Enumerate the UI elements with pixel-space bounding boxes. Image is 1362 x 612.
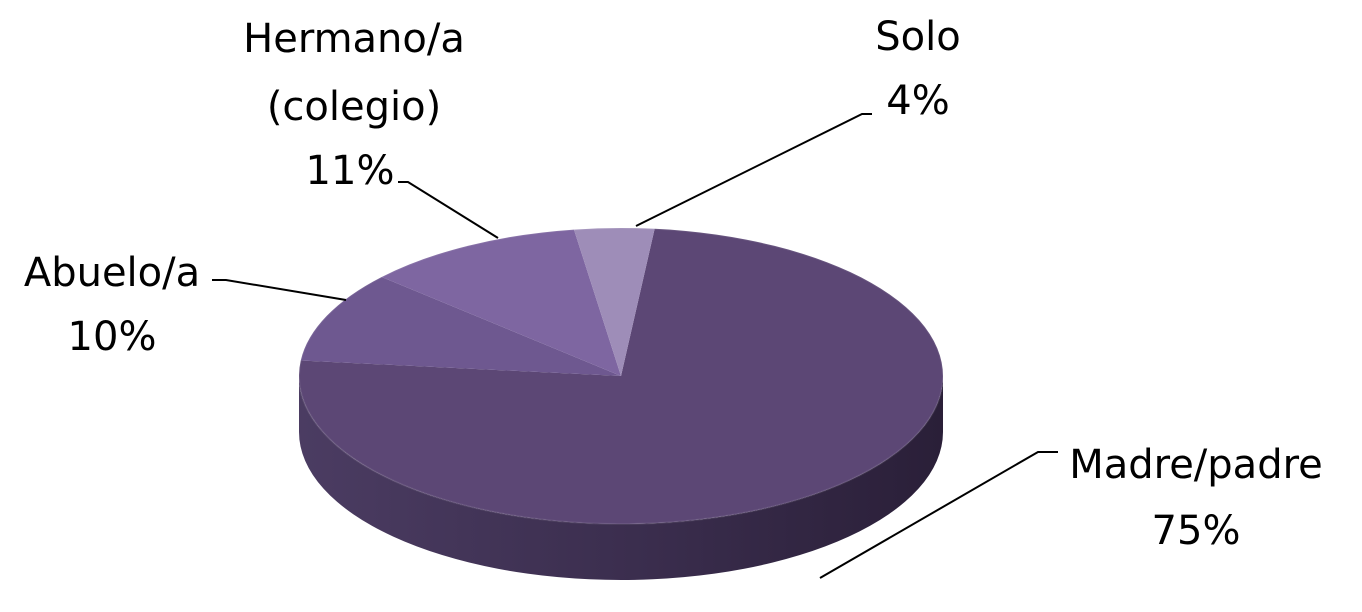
pie-side-depth	[299, 376, 943, 580]
label-hermano-name-line2: (colegio)	[267, 84, 441, 130]
pie-side-wall	[299, 376, 943, 580]
leader-line-abuelo	[212, 279, 347, 301]
pie-slice-abuelo-a	[300, 276, 621, 376]
pie-slice-hermano-a-colegio	[381, 229, 621, 376]
label-hermano-pct: 11%	[306, 148, 395, 194]
pie-slice-solo	[573, 228, 655, 376]
leader-line-hermano	[398, 181, 499, 239]
label-madre-pct: 75%	[1152, 508, 1241, 554]
label-solo-pct: 4%	[886, 78, 949, 124]
label-solo-name: Solo	[875, 14, 960, 60]
pie-top-face	[298, 227, 944, 525]
leader-lines	[212, 113, 1058, 579]
leader-line-solo	[635, 113, 872, 227]
data-labels: Madre/padre 75% Abuelo/a 10% Hermano/a (…	[24, 14, 1323, 554]
label-abuelo-name: Abuelo/a	[24, 250, 200, 296]
label-abuelo-pct: 10%	[68, 314, 157, 360]
leader-line-madre	[819, 451, 1058, 579]
pie-slice-madre-padre	[298, 228, 943, 525]
label-hermano-name-line1: Hermano/a	[243, 16, 465, 62]
pie-rim	[298, 227, 944, 525]
label-madre-name: Madre/padre	[1069, 442, 1323, 488]
